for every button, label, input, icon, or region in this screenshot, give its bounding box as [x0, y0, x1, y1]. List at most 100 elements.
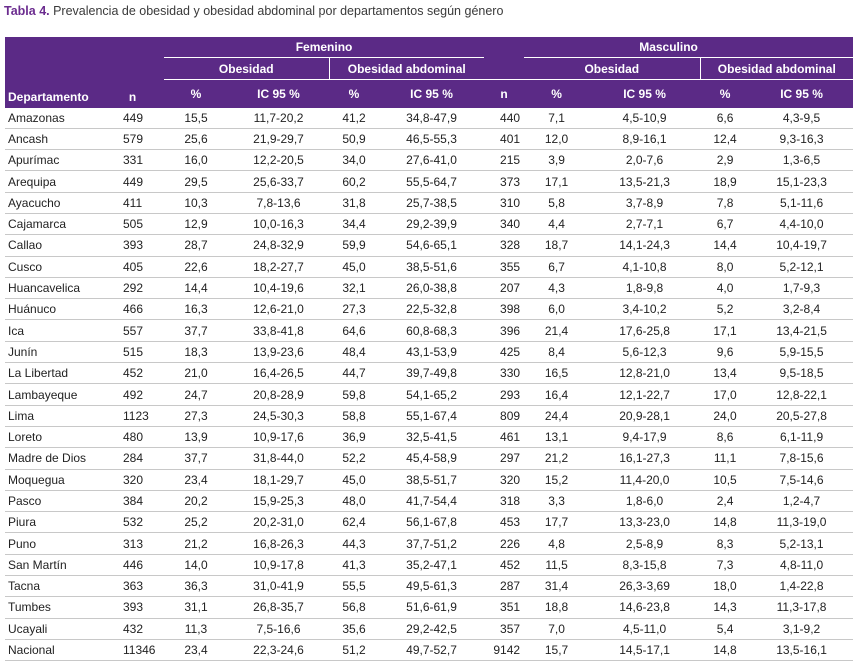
cell-fem-abdominal-pct: 64,6 [329, 319, 379, 342]
cell-fem-obesidad-pct: 31,1 [164, 596, 228, 619]
cell-fem-obesidad-ic: 16,4-26,5 [228, 362, 329, 385]
cell-masc-abdominal-pct: 4,0 [700, 277, 751, 300]
cell-n-fem: 557 [101, 319, 164, 342]
cell-masc-abdominal-pct: 6,6 [700, 107, 751, 129]
header-masc-obesidad-abdominal: Obesidad abdominal [699, 57, 854, 80]
cell-masc-obesidad-pct: 5,8 [524, 192, 590, 214]
cell-masc-abdominal-ic: 9,3-16,3 [750, 128, 854, 151]
cell-fem-obesidad-pct: 21,0 [164, 362, 228, 385]
cell-fem-obesidad-pct: 29,5 [164, 170, 228, 193]
cell-departamento: San Martín [5, 554, 101, 577]
cell-fem-obesidad-pct: 14,0 [164, 554, 228, 577]
cell-departamento: Ucayali [5, 618, 101, 640]
cell-masc-abdominal-pct: 14,8 [700, 511, 751, 534]
cell-fem-abdominal-pct: 32,1 [329, 277, 379, 300]
cell-n-fem: 449 [101, 107, 164, 129]
cell-masc-obesidad-ic: 20,9-28,1 [589, 405, 701, 427]
cell-n-masc: 440 [484, 107, 525, 129]
header-blank-3 [484, 57, 525, 80]
header-pct: % [164, 79, 228, 108]
cell-fem-abdominal-pct: 56,8 [329, 596, 379, 619]
cell-fem-obesidad-ic: 10,4-19,6 [228, 277, 329, 300]
cell-fem-obesidad-ic: 10,9-17,6 [228, 426, 329, 449]
cell-fem-abdominal-ic: 38,5-51,7 [379, 469, 485, 491]
cell-masc-obesidad-pct: 12,0 [524, 128, 590, 151]
cell-n-masc: 310 [484, 192, 525, 214]
header-ic: IC 95 % [750, 79, 854, 108]
cell-masc-obesidad-pct: 8,4 [524, 341, 590, 364]
cell-fem-abdominal-ic: 49,7-52,7 [379, 639, 485, 661]
cell-fem-obesidad-ic: 10,9-17,8 [228, 554, 329, 577]
cell-fem-obesidad-pct: 37,7 [164, 319, 228, 342]
cell-fem-obesidad-pct: 16,0 [164, 149, 228, 172]
header-ic: IC 95 % [228, 79, 329, 108]
cell-n-masc: 461 [484, 426, 525, 449]
cell-fem-abdominal-ic: 45,4-58,9 [379, 447, 485, 470]
cell-departamento: Huancavelica [5, 277, 101, 300]
cell-masc-abdominal-ic: 10,4-19,7 [750, 234, 854, 257]
table-row: Lambayeque 492 24,7 20,8-28,9 59,8 54,1-65,2 2… [5, 383, 854, 406]
cell-masc-abdominal-pct: 17,0 [700, 383, 751, 406]
cell-departamento: Puno [5, 532, 101, 555]
cell-fem-abdominal-ic: 55,1-67,4 [379, 405, 485, 427]
cell-masc-obesidad-pct: 4,4 [524, 213, 590, 236]
header-n-masc: n [484, 79, 525, 108]
cell-masc-obesidad-ic: 14,6-23,8 [589, 596, 701, 619]
cell-masc-abdominal-pct: 8,0 [700, 256, 751, 278]
cell-departamento: Loreto [5, 426, 101, 449]
cell-n-fem: 313 [101, 532, 164, 555]
cell-fem-obesidad-pct: 22,6 [164, 256, 228, 278]
cell-n-masc: 340 [484, 213, 525, 236]
cell-fem-abdominal-pct: 35,6 [329, 618, 379, 640]
cell-n-masc: 355 [484, 256, 525, 278]
cell-masc-obesidad-ic: 13,5-21,3 [589, 170, 701, 193]
cell-fem-abdominal-pct: 59,9 [329, 234, 379, 257]
cell-departamento: Madre de Dios [5, 447, 101, 470]
cell-fem-abdominal-ic: 35,2-47,1 [379, 554, 485, 577]
cell-masc-abdominal-ic: 4,3-9,5 [750, 107, 854, 129]
cell-masc-obesidad-ic: 12,1-22,7 [589, 383, 701, 406]
cell-fem-obesidad-ic: 20,2-31,0 [228, 511, 329, 534]
cell-n-masc: 453 [484, 511, 525, 534]
header-fem-obesidad-abdominal: Obesidad abdominal [328, 57, 485, 80]
cell-fem-obesidad-ic: 10,0-16,3 [228, 213, 329, 236]
cell-masc-obesidad-ic: 3,4-10,2 [589, 298, 701, 321]
cell-departamento: Ayacucho [5, 192, 101, 214]
cell-masc-obesidad-ic: 4,5-10,9 [589, 107, 701, 129]
cell-masc-abdominal-pct: 8,6 [700, 426, 751, 449]
cell-departamento: Cajamarca [5, 213, 101, 236]
cell-fem-abdominal-pct: 60,2 [329, 170, 379, 193]
table-header: Femenino Masculino Obesidad Obesidad abd… [5, 37, 854, 108]
cell-departamento: Cusco [5, 256, 101, 278]
table-row: Ucayali 432 11,3 7,5-16,6 35,6 29,2-42,5 357 7,… [5, 618, 854, 640]
cell-fem-abdominal-ic: 25,7-38,5 [379, 192, 485, 214]
cell-masc-abdominal-ic: 13,5-16,1 [750, 639, 854, 661]
table-row: Tumbes 393 31,1 26,8-35,7 56,8 51,6-61,9 351 18… [5, 596, 854, 619]
cell-fem-abdominal-pct: 44,3 [329, 532, 379, 555]
cell-fem-abdominal-pct: 48,4 [329, 341, 379, 364]
cell-departamento: Tumbes [5, 596, 101, 619]
cell-masc-obesidad-ic: 16,1-27,3 [589, 447, 701, 470]
header-femenino: Femenino [164, 37, 485, 58]
cell-n-masc: 297 [484, 447, 525, 470]
cell-masc-abdominal-ic: 1,2-4,7 [750, 490, 854, 513]
cell-fem-abdominal-pct: 41,2 [329, 107, 379, 129]
cell-fem-abdominal-ic: 54,6-65,1 [379, 234, 485, 257]
table-body: Amazonas 449 15,5 11,7-20,2 41,2 34,8-47,9 440… [5, 107, 854, 661]
cell-masc-abdominal-ic: 9,5-18,5 [750, 362, 854, 385]
cell-fem-abdominal-ic: 43,1-53,9 [379, 341, 485, 364]
header-pct: % [700, 79, 751, 108]
header-ic: IC 95 % [589, 79, 701, 108]
cell-fem-obesidad-pct: 24,7 [164, 383, 228, 406]
cell-masc-obesidad-ic: 14,1-24,3 [589, 234, 701, 257]
cell-n-fem: 384 [101, 490, 164, 513]
cell-masc-obesidad-ic: 2,5-8,9 [589, 532, 701, 555]
cell-n-fem: 432 [101, 618, 164, 640]
cell-fem-abdominal-pct: 27,3 [329, 298, 379, 321]
cell-n-fem: 405 [101, 256, 164, 278]
cell-masc-obesidad-pct: 18,8 [524, 596, 590, 619]
cell-n-fem: 393 [101, 234, 164, 257]
cell-fem-abdominal-ic: 29,2-39,9 [379, 213, 485, 236]
table-row: Nacional 11346 23,4 22,3-24,6 51,2 49,7-52,7 9… [5, 639, 854, 661]
cell-fem-obesidad-pct: 36,3 [164, 575, 228, 598]
